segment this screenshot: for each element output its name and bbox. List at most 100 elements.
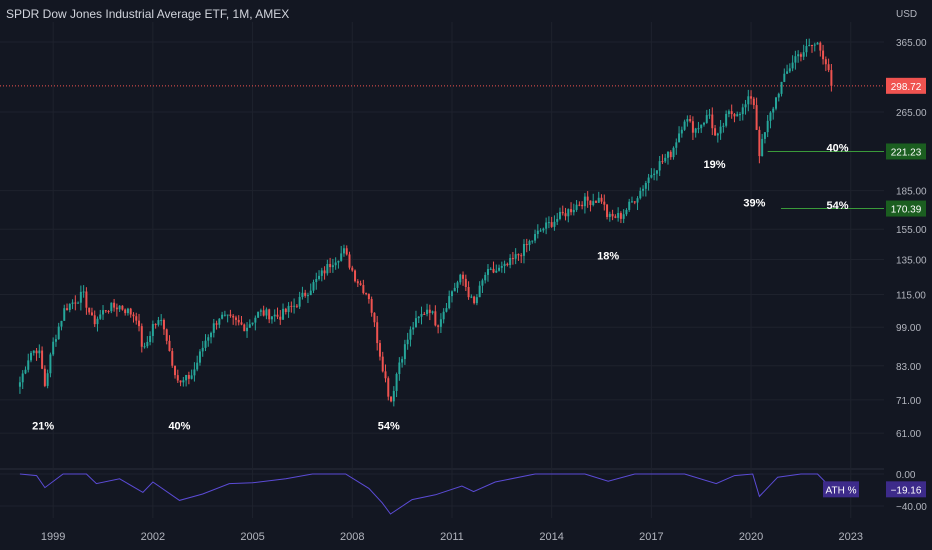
candle [642, 185, 645, 197]
candle-body [783, 73, 786, 82]
candle-body [517, 254, 520, 256]
price-tick-label: 99.00 [896, 323, 921, 334]
candle-body [68, 303, 71, 310]
candle [210, 331, 213, 344]
support-levels [0, 85, 884, 210]
candle [362, 279, 365, 295]
candle [318, 270, 321, 281]
candle [486, 264, 489, 282]
candle [450, 290, 453, 303]
drawdown-label: 40% [826, 143, 848, 155]
candle-body [528, 241, 531, 246]
candle [534, 229, 537, 244]
candle [57, 322, 60, 340]
candle-body [57, 326, 60, 340]
candle-body [522, 243, 525, 256]
candle [639, 187, 642, 200]
time-tick-label: 2020 [739, 531, 763, 543]
candle [265, 307, 268, 320]
candle [539, 228, 542, 232]
candle-body [196, 362, 199, 370]
candle [517, 253, 520, 261]
candle [68, 303, 71, 313]
candle-body [727, 111, 730, 114]
candle [730, 104, 733, 119]
drawdown-label: 40% [168, 421, 190, 433]
candle [179, 380, 182, 387]
candle-body [312, 282, 315, 291]
candle [653, 168, 656, 181]
candle [448, 290, 451, 310]
candle-body [680, 129, 683, 134]
candle [290, 301, 293, 313]
candle [66, 303, 69, 311]
candle [237, 315, 240, 326]
candle-body [603, 201, 606, 205]
ath-oscillator: ATH % [19, 473, 859, 515]
candle-body [711, 114, 714, 129]
candle [88, 307, 91, 315]
candle [553, 215, 556, 231]
candle [547, 216, 550, 229]
candle [41, 346, 44, 370]
candle [611, 209, 614, 221]
candle-body [678, 133, 681, 143]
candle [71, 299, 74, 310]
candle [788, 63, 791, 73]
candle [774, 96, 777, 111]
candle [378, 340, 381, 361]
candle-body [802, 52, 805, 57]
price-tick-label: 155.00 [896, 225, 927, 236]
candle-body [176, 375, 179, 381]
candle [467, 281, 470, 300]
candle [246, 322, 249, 338]
candle-body [154, 324, 157, 326]
candle-body [738, 114, 741, 116]
candle-body [88, 307, 91, 313]
candle-body [456, 282, 459, 288]
candle-body [24, 369, 27, 374]
candle-body [486, 269, 489, 275]
candle-body [702, 122, 705, 125]
candle [223, 310, 226, 317]
candle-body [575, 204, 578, 210]
candle [622, 209, 625, 224]
candle [381, 351, 384, 373]
candle-body [700, 124, 703, 129]
candle [176, 369, 179, 383]
candle-body [273, 314, 276, 317]
time-axis[interactable]: 1999 2002 2005 2008 2011 2014 2017 2020 2023 [41, 531, 863, 543]
candle-body [799, 54, 802, 57]
candle-body [622, 214, 625, 219]
candle [287, 302, 290, 318]
candle-body [79, 291, 82, 303]
candle [747, 89, 750, 112]
candle [711, 107, 714, 136]
candle-body [647, 177, 650, 183]
drawdown-annotations: 21% 40% 54% 18% 19% 39% 40% 54% [32, 143, 849, 433]
candle [340, 245, 343, 262]
candle-body [129, 308, 132, 315]
candle-body [43, 368, 46, 386]
candle [207, 334, 210, 347]
candle [74, 295, 77, 311]
candle [171, 348, 174, 368]
candle-body [450, 291, 453, 297]
candle [531, 240, 534, 244]
candle-body [60, 320, 63, 327]
candle [506, 262, 509, 267]
candle-body [232, 315, 235, 318]
candle-body [38, 350, 41, 354]
candle [162, 318, 165, 335]
candle-body [359, 283, 362, 286]
candle [780, 81, 783, 97]
candle-body [295, 305, 298, 307]
candle [434, 305, 437, 327]
candle-body [442, 311, 445, 320]
candle [403, 339, 406, 365]
candle [697, 121, 700, 134]
candle-body [77, 302, 80, 304]
price-axis[interactable]: 365.00 265.00 185.00 155.00 135.00 115.00 99.0… [886, 9, 927, 513]
candle [509, 254, 512, 269]
